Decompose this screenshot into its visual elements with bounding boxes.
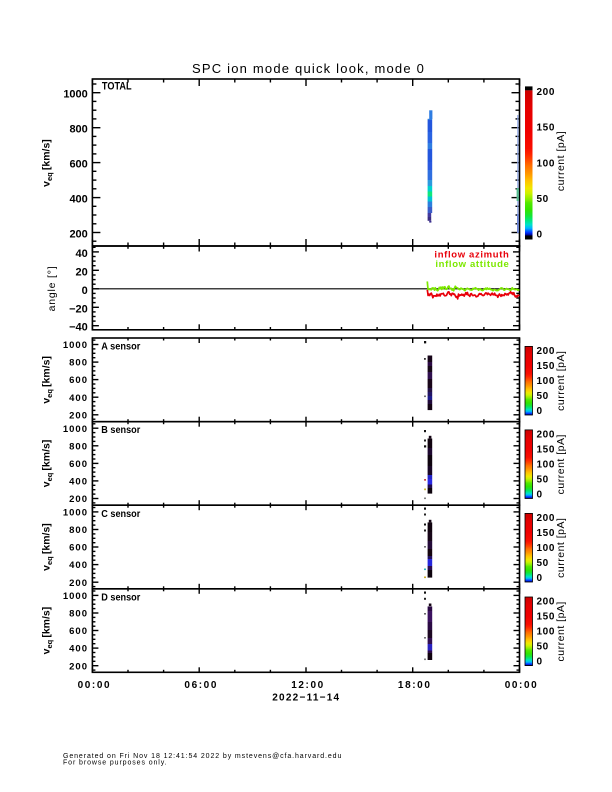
svg-text:current [pA]: current [pA] bbox=[555, 351, 567, 411]
svg-text:current [pA]: current [pA] bbox=[555, 131, 567, 191]
svg-text:50: 50 bbox=[537, 475, 549, 486]
svg-text:800: 800 bbox=[69, 124, 87, 136]
svg-text:1000: 1000 bbox=[63, 340, 88, 351]
svg-text:100: 100 bbox=[537, 543, 556, 554]
svg-text:200: 200 bbox=[537, 597, 556, 608]
svg-text:40: 40 bbox=[76, 248, 88, 260]
svg-text:400: 400 bbox=[69, 644, 88, 655]
svg-text:50: 50 bbox=[537, 558, 549, 569]
svg-text:06:00: 06:00 bbox=[184, 680, 218, 691]
svg-text:800: 800 bbox=[69, 358, 88, 369]
svg-text:200: 200 bbox=[69, 578, 88, 589]
svg-text:400: 400 bbox=[69, 477, 88, 488]
svg-text:100: 100 bbox=[537, 376, 556, 387]
svg-text:00:00: 00:00 bbox=[505, 680, 539, 691]
svg-text:veq [km/s]: veq [km/s] bbox=[41, 139, 54, 187]
svg-text:1000: 1000 bbox=[63, 89, 87, 101]
svg-text:SPC ion mode quick look, mode: SPC ion mode quick look, mode 0 bbox=[192, 61, 425, 76]
svg-text:−20: −20 bbox=[69, 303, 88, 315]
svg-text:200: 200 bbox=[537, 87, 556, 98]
svg-text:current [pA]: current [pA] bbox=[555, 518, 567, 578]
svg-text:100: 100 bbox=[537, 158, 556, 169]
svg-text:1000: 1000 bbox=[63, 508, 88, 519]
svg-text:D sensor: D sensor bbox=[101, 592, 140, 603]
svg-text:current [pA]: current [pA] bbox=[555, 601, 567, 661]
svg-text:angle [°]: angle [°] bbox=[46, 266, 58, 312]
svg-text:0: 0 bbox=[537, 490, 543, 501]
svg-text:150: 150 bbox=[537, 612, 556, 623]
svg-text:C sensor: C sensor bbox=[101, 509, 140, 520]
svg-text:150: 150 bbox=[537, 361, 556, 372]
svg-text:current [pA]: current [pA] bbox=[555, 434, 567, 494]
svg-text:150: 150 bbox=[537, 445, 556, 456]
svg-text:12:00: 12:00 bbox=[291, 680, 325, 691]
svg-text:veq [km/s]: veq [km/s] bbox=[41, 607, 54, 655]
svg-text:inflow azimuth: inflow azimuth bbox=[434, 249, 509, 260]
svg-text:600: 600 bbox=[69, 159, 87, 171]
svg-text:100: 100 bbox=[537, 627, 556, 638]
svg-text:0: 0 bbox=[537, 573, 543, 584]
svg-text:200: 200 bbox=[69, 494, 88, 505]
svg-text:TOTAL: TOTAL bbox=[102, 81, 132, 93]
svg-text:2022−11−14: 2022−11−14 bbox=[272, 692, 340, 703]
svg-text:600: 600 bbox=[69, 626, 88, 637]
svg-text:inflow attitude: inflow attitude bbox=[435, 259, 509, 270]
svg-text:1000: 1000 bbox=[63, 424, 88, 435]
svg-text:200: 200 bbox=[537, 346, 556, 357]
svg-text:200: 200 bbox=[537, 430, 556, 441]
svg-text:−40: −40 bbox=[69, 322, 88, 334]
svg-text:0: 0 bbox=[82, 285, 88, 297]
svg-text:50: 50 bbox=[537, 642, 549, 653]
svg-text:B sensor: B sensor bbox=[101, 425, 140, 436]
svg-text:50: 50 bbox=[537, 391, 549, 402]
svg-text:400: 400 bbox=[69, 560, 88, 571]
svg-text:800: 800 bbox=[69, 441, 88, 452]
svg-text:800: 800 bbox=[69, 609, 88, 620]
svg-text:600: 600 bbox=[69, 543, 88, 554]
svg-text:100: 100 bbox=[537, 460, 556, 471]
svg-text:200: 200 bbox=[69, 229, 87, 241]
svg-text:1000: 1000 bbox=[63, 591, 88, 602]
svg-text:0: 0 bbox=[537, 230, 543, 241]
svg-text:00:00: 00:00 bbox=[78, 680, 112, 691]
svg-text:150: 150 bbox=[537, 528, 556, 539]
svg-text:200: 200 bbox=[69, 661, 88, 672]
svg-text:600: 600 bbox=[69, 459, 88, 470]
svg-text:veq [km/s]: veq [km/s] bbox=[41, 440, 54, 488]
svg-text:A sensor: A sensor bbox=[101, 342, 140, 353]
svg-text:200: 200 bbox=[537, 513, 556, 524]
svg-text:20: 20 bbox=[76, 266, 88, 278]
svg-text:150: 150 bbox=[537, 123, 556, 134]
svg-text:veq [km/s]: veq [km/s] bbox=[41, 356, 54, 404]
svg-text:200: 200 bbox=[69, 410, 88, 421]
svg-text:For browse purposes only.: For browse purposes only. bbox=[63, 760, 167, 767]
svg-text:0: 0 bbox=[537, 657, 543, 668]
svg-text:400: 400 bbox=[69, 194, 87, 206]
svg-text:400: 400 bbox=[69, 393, 88, 404]
svg-text:50: 50 bbox=[537, 194, 549, 205]
svg-text:Generated on Fri Nov 18 12:41:: Generated on Fri Nov 18 12:41:54 2022 by… bbox=[63, 753, 342, 760]
svg-text:800: 800 bbox=[69, 525, 88, 536]
svg-text:600: 600 bbox=[69, 375, 88, 386]
svg-text:veq [km/s]: veq [km/s] bbox=[41, 523, 54, 571]
svg-text:0: 0 bbox=[537, 406, 543, 417]
svg-text:18:00: 18:00 bbox=[398, 680, 432, 691]
